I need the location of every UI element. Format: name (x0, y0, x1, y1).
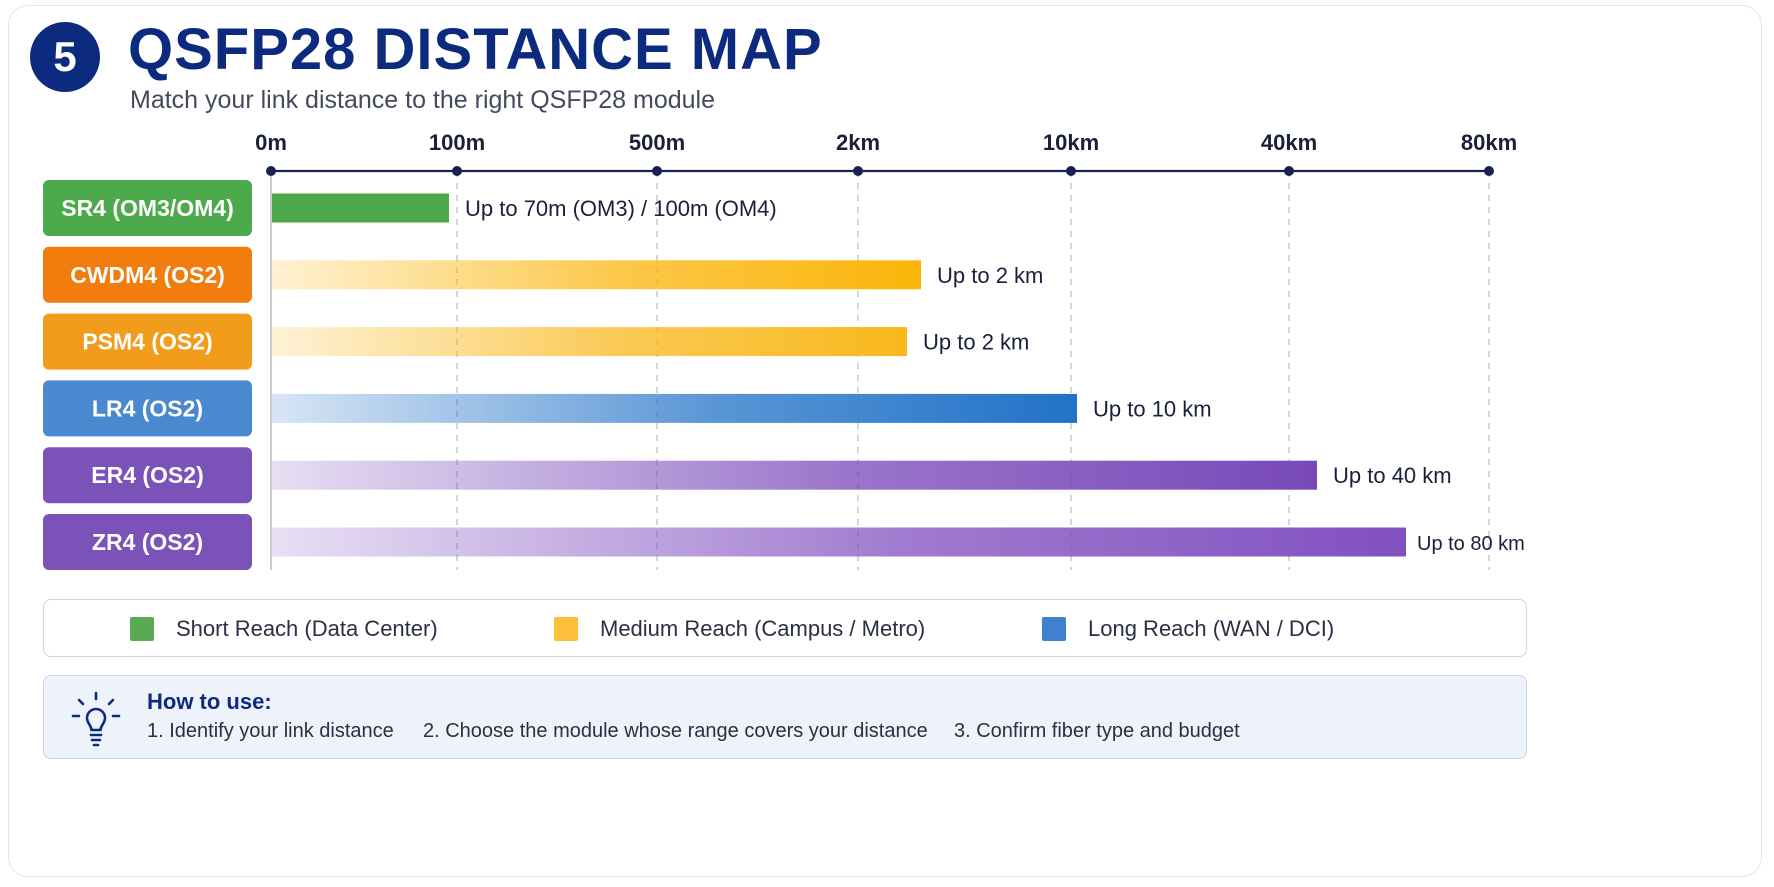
bar-psm4 (272, 327, 907, 357)
distance-chart: 0m 100m 500m 2km 10km 40km 80km SR4 (OM3/OM4) U… (43, 130, 1525, 570)
bar-label-er4: Up to 40 km (1333, 463, 1452, 488)
module-badge-sr4 (43, 180, 252, 236)
bar-label-cwdm4: Up to 2 km (937, 263, 1043, 288)
bar-label-lr4: Up to 10 km (1093, 396, 1212, 421)
bars: SR4 (OM3/OM4) Up to 70m (OM3) / 100m (OM4… (43, 180, 1525, 570)
legend-item-medium-reach: Medium Reach (Campus / Metro) (554, 616, 925, 642)
x-tick-label-0m: 0m (255, 130, 287, 155)
how-to-panel: How to use: 1. Identify your link distan… (43, 675, 1527, 759)
x-tick-label-80km: 80km (1461, 130, 1517, 155)
legend: Short Reach (Data Center) Medium Reach (… (43, 599, 1527, 657)
module-badge-lr4 (43, 380, 252, 437)
x-tick-label-100m: 100m (429, 130, 485, 155)
module-label-cwdm4: CWDM4 (OS2) (70, 262, 225, 288)
how-to-step-2: 2. Choose the module whose range covers … (423, 720, 928, 742)
x-tick-label-2km: 2km (836, 130, 880, 155)
module-label-lr4: LR4 (OS2) (92, 395, 203, 421)
legend-swatch-short-reach (130, 617, 154, 641)
x-tick-dot-40km (1284, 166, 1294, 176)
legend-swatch-long-reach (1042, 617, 1066, 641)
legend-label-medium-reach: Medium Reach (Campus / Metro) (600, 616, 926, 641)
how-to-title: How to use: (147, 689, 272, 714)
module-badge-zr4 (43, 514, 252, 570)
x-tick-label-500m: 500m (629, 130, 685, 155)
x-tick-dot-2km (853, 166, 863, 176)
bar-sr4 (272, 193, 449, 223)
step-number-badge: 5 (30, 22, 100, 92)
x-tick-dot-0m (266, 166, 276, 176)
page-subtitle: Match your link distance to the right QS… (130, 86, 716, 114)
x-tick-dot-500m (652, 166, 662, 176)
module-label-sr4: SR4 (OM3/OM4) (61, 195, 234, 221)
bar-cwdm4 (272, 260, 921, 290)
how-to-step-3: 3. Confirm fiber type and budget (954, 720, 1240, 742)
module-label-er4: ER4 (OS2) (91, 462, 203, 488)
lightbulb-icon (71, 691, 121, 747)
x-tick-label-40km: 40km (1261, 130, 1317, 155)
x-tick-dot-80km (1484, 166, 1494, 176)
bar-er4 (272, 460, 1317, 490)
page-title: QSFP28 DISTANCE MAP (128, 17, 823, 82)
bar-lr4 (272, 393, 1077, 423)
module-badge-er4 (43, 447, 252, 504)
bar-zr4 (272, 527, 1406, 557)
bar-label-sr4: Up to 70m (OM3) / 100m (OM4) (465, 196, 777, 221)
module-badge-psm4 (43, 313, 252, 370)
grid-lines (270, 171, 1490, 570)
x-tick-dot-100m (452, 166, 462, 176)
legend-swatch-medium-reach (554, 617, 578, 641)
step-number: 5 (53, 33, 77, 80)
how-to-step-1: 1. Identify your link distance (147, 720, 394, 742)
module-badge-cwdm4 (43, 246, 252, 303)
x-tick-dot-10km (1066, 166, 1076, 176)
legend-label-short-reach: Short Reach (Data Center) (176, 616, 438, 641)
legend-item-short-reach: Short Reach (Data Center) (130, 616, 438, 642)
bar-label-psm4: Up to 2 km (923, 330, 1029, 355)
module-label-zr4: ZR4 (OS2) (92, 529, 203, 555)
x-tick-label-10km: 10km (1043, 130, 1099, 155)
x-axis: 0m 100m 500m 2km 10km 40km 80km (255, 130, 1517, 176)
legend-item-long-reach: Long Reach (WAN / DCI) (1042, 616, 1334, 642)
legend-label-long-reach: Long Reach (WAN / DCI) (1088, 616, 1335, 641)
bar-label-zr4: Up to 80 km (1417, 533, 1525, 555)
module-label-psm4: PSM4 (OS2) (82, 329, 212, 355)
